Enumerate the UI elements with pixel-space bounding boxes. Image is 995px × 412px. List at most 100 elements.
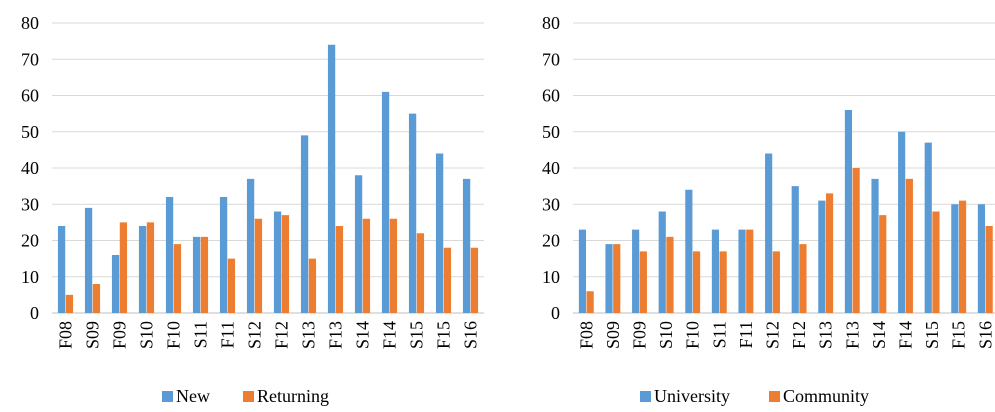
bar-new-f11	[219, 197, 228, 313]
bar-new-f15	[435, 153, 444, 313]
chart-2: 0 10 20 30 40 50 60 70 80 F08 S09 F09 S10 F10 S11 F11 S1…	[542, 13, 995, 406]
bar-university-f13	[844, 110, 853, 313]
bar-community-f11	[746, 229, 754, 313]
y-tick-label: 50	[21, 122, 39, 142]
bar-university-f11	[738, 229, 746, 313]
legend-swatch-university	[640, 391, 651, 402]
bar-returning-s09	[92, 284, 101, 313]
x-tick-label: F08	[576, 321, 596, 349]
x-tick-label: F14	[380, 321, 400, 349]
y-tick-label: 0	[551, 303, 560, 323]
bar-returning-s10	[146, 222, 155, 313]
bar-university-s13	[818, 200, 826, 313]
bar-university-f14	[898, 131, 906, 313]
bar-returning-s14	[362, 218, 371, 313]
bar-returning-s12	[254, 218, 263, 313]
x-tick-label: F10	[164, 321, 184, 349]
bar-returning-s15	[416, 233, 425, 313]
bar-university-f10	[685, 189, 693, 313]
bar-new-s13	[300, 135, 309, 313]
y-tick-label: 0	[30, 303, 39, 323]
bar-community-s15	[932, 211, 940, 313]
bar-new-s12	[246, 178, 255, 313]
bar-new-s15	[408, 113, 417, 313]
bar-returning-f09	[119, 222, 128, 313]
bar-community-s14	[879, 215, 887, 313]
bar-university-s10	[658, 211, 666, 313]
bar-new-s10	[138, 226, 147, 313]
bar-community-f09	[639, 251, 647, 313]
bar-university-s12	[765, 153, 773, 313]
x-tick-label: F11	[218, 321, 238, 348]
bar-new-s09	[84, 207, 93, 313]
y-tick-label: 10	[21, 267, 39, 287]
bar-new-f12	[273, 211, 282, 313]
x-tick-label: F13	[326, 321, 346, 349]
legend-label-university: University	[654, 386, 730, 406]
bar-new-f13	[327, 44, 336, 313]
bar-community-f08	[586, 291, 594, 313]
bar-university-f12	[791, 186, 799, 313]
bar-returning-f10	[173, 244, 182, 313]
y-tick-label: 70	[21, 49, 39, 69]
bar-community-f12	[799, 244, 807, 313]
x-tick-label: F09	[110, 321, 130, 349]
x-tick-label: S10	[656, 321, 676, 349]
bar-returning-f14	[389, 218, 398, 313]
bar-returning-f08	[65, 294, 74, 313]
legend-swatch-community	[769, 391, 780, 402]
bar-community-s10	[666, 236, 674, 313]
x-tick-label: S09	[603, 321, 623, 349]
bar-returning-s13	[308, 258, 317, 313]
y-tick-label: 80	[21, 13, 39, 33]
bar-returning-f15	[443, 247, 452, 313]
chart-1: 0 10 20 30 40 50 60 70 80 F08 S09 F09 S10 F10 S11 F11 S1…	[21, 13, 484, 406]
x-tick-label: F10	[683, 321, 703, 349]
bar-community-s11	[719, 251, 727, 313]
y-tick-label: 20	[21, 231, 39, 251]
bar-new-f09	[111, 255, 120, 313]
bar-community-s09	[613, 244, 621, 313]
y-tick-label: 20	[542, 231, 560, 251]
y-tick-label: 60	[21, 86, 39, 106]
bar-community-s12	[772, 251, 780, 313]
x-tick-label: F14	[896, 321, 916, 349]
x-tick-label: S12	[245, 321, 265, 349]
x-tick-label: S14	[353, 321, 373, 349]
y-tick-label: 60	[542, 86, 560, 106]
x-tick-label: S15	[922, 321, 942, 349]
y-tick-label: 10	[542, 267, 560, 287]
bar-new-f10	[165, 197, 174, 313]
x-tick-label: S12	[763, 321, 783, 349]
x-tick-label: F13	[842, 321, 862, 349]
y-tick-label: 30	[542, 194, 560, 214]
legend-swatch-new	[162, 391, 173, 402]
bar-community-s16	[985, 226, 993, 313]
bar-new-s11	[192, 236, 201, 313]
x-tick-label: S15	[407, 321, 427, 349]
x-tick-label: S11	[709, 321, 729, 348]
bar-community-f15	[958, 200, 967, 313]
x-tick-label: F12	[272, 321, 292, 349]
x-tick-label: F08	[56, 321, 76, 349]
y-tick-label: 30	[21, 194, 39, 214]
bar-community-s13	[825, 193, 834, 313]
bar-new-s14	[354, 175, 363, 313]
bar-community-f10	[692, 251, 701, 313]
y-tick-label: 40	[542, 158, 560, 178]
bar-returning-f12	[281, 215, 290, 313]
bar-new-s16	[462, 178, 471, 313]
legend-label-community: Community	[783, 386, 869, 406]
x-tick-label: F15	[434, 321, 454, 349]
bar-university-s15	[924, 142, 932, 313]
y-tick-label: 40	[21, 158, 39, 178]
x-tick-label: F15	[949, 321, 969, 349]
x-tick-label: F12	[789, 321, 809, 349]
y-tick-label: 50	[542, 122, 560, 142]
bar-new-f14	[381, 91, 390, 313]
bar-university-s11	[711, 229, 720, 313]
bar-returning-s11	[200, 236, 209, 313]
bar-university-s09	[605, 244, 613, 313]
bar-new-f08	[57, 226, 66, 313]
